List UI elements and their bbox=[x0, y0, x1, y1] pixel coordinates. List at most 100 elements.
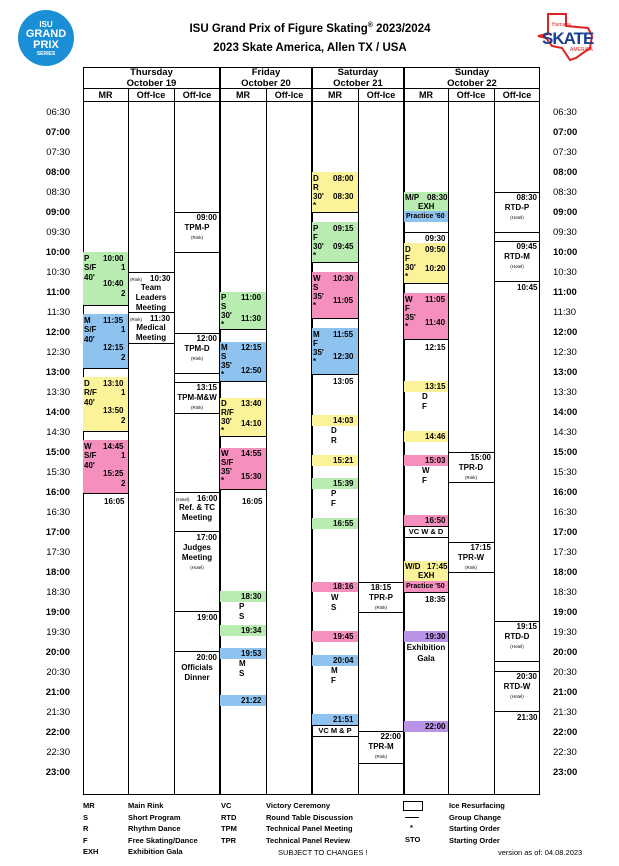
women-free-label: W F bbox=[422, 466, 430, 486]
dance-rhythm-label: D R bbox=[331, 426, 337, 446]
event-label: TPM-M&W bbox=[177, 393, 217, 402]
event-code: F bbox=[313, 339, 318, 348]
legend-label: Rhythm Dance bbox=[128, 824, 181, 833]
col-divider bbox=[494, 89, 495, 795]
event-code: M bbox=[313, 330, 320, 339]
time-label-left: 12:30 bbox=[46, 347, 70, 358]
time-label-right: 22:30 bbox=[553, 747, 577, 758]
col-header: MR bbox=[312, 89, 358, 102]
time-label-left: 16:00 bbox=[45, 487, 70, 498]
event-time: 11:35 bbox=[103, 316, 124, 325]
skate-america-logo: Humana SKATE AMERICA bbox=[532, 12, 612, 62]
ice-resurfacing-line bbox=[220, 381, 266, 382]
event-code: D bbox=[331, 426, 337, 435]
women-short-label: W S bbox=[331, 593, 339, 613]
ice-resurfacing-symbol bbox=[403, 801, 423, 811]
title-text: ISU Grand Prix of Figure Skating bbox=[189, 22, 368, 35]
slot-line bbox=[494, 192, 540, 193]
event-code: W bbox=[422, 466, 430, 475]
legend-code: F bbox=[83, 835, 88, 845]
col-divider bbox=[448, 89, 449, 795]
event-block-dance-rhythm: D R 30' * 08:00 08:30 bbox=[312, 172, 358, 212]
event-block-women-short: W S 35' * 10:30 11:05 bbox=[312, 272, 358, 318]
event-time: 11:55 bbox=[333, 330, 354, 339]
event-time: 13:15 bbox=[196, 383, 217, 392]
time-label-left: 10:00 bbox=[45, 247, 70, 258]
ice-resurfacing-line bbox=[312, 262, 358, 263]
event-time: 16:00 bbox=[197, 494, 218, 503]
event-label: Exhibition bbox=[406, 643, 446, 652]
time-label-left: 10:30 bbox=[46, 267, 70, 278]
legend-labels-2: Victory Ceremony Round Table Discussion … bbox=[266, 800, 353, 846]
event-label: Gala bbox=[417, 654, 435, 663]
time-label-left: 21:30 bbox=[46, 707, 70, 718]
event-code: S bbox=[331, 603, 337, 612]
slot-line bbox=[174, 212, 220, 213]
version-note: version as of: 04.08.2023 bbox=[498, 848, 583, 857]
event-time: 18:16 bbox=[333, 582, 354, 591]
event-code: W/D bbox=[405, 562, 421, 571]
event-time: 14:10 bbox=[241, 419, 262, 428]
event-label: Ref. & TC bbox=[179, 503, 215, 512]
time-label-left: 20:30 bbox=[46, 667, 70, 678]
event-code: M bbox=[221, 343, 228, 352]
rtd-pairs: 08:30 RTD-P (Hotel) bbox=[494, 193, 540, 223]
time-label-right: 15:00 bbox=[553, 447, 578, 458]
event-label: Meeting bbox=[135, 333, 167, 342]
subject-to-changes-note: SUBJECT TO CHANGES ! bbox=[278, 848, 368, 857]
time-label-left: 07:30 bbox=[46, 147, 70, 158]
tpr-women: 17:15 TPR-W (Rink) bbox=[448, 543, 494, 573]
rtd-men: 09:45 RTD-M (Hotel) bbox=[494, 242, 540, 272]
ice-resurfacing-line bbox=[404, 339, 448, 340]
starting-order-star-symbol: * bbox=[410, 823, 413, 832]
event-code: 40' bbox=[84, 273, 95, 282]
event-code: M bbox=[331, 666, 338, 675]
legend-code: EXH bbox=[83, 847, 99, 856]
time-label-right: 11:30 bbox=[553, 307, 577, 318]
event-code: 40' bbox=[84, 461, 95, 470]
event-time: 10:20 bbox=[425, 264, 446, 273]
starting-order-mark: * bbox=[313, 201, 317, 210]
day-header-thursday: Thursday October 19 bbox=[83, 67, 220, 89]
group-change-symbol bbox=[405, 817, 419, 818]
pairs-short-label: P S bbox=[239, 602, 244, 622]
legend-label: Starting Order bbox=[449, 824, 500, 833]
slot-line bbox=[174, 333, 220, 334]
event-label: RTD-D bbox=[504, 632, 530, 641]
time-label-left: 07:00 bbox=[45, 127, 70, 138]
event-block-women-short: W S/F 40' 14:45 1 15:25 2 bbox=[83, 440, 128, 493]
event-time: 10:40 bbox=[103, 279, 124, 288]
time-label-right: 18:00 bbox=[553, 567, 578, 578]
event-time: 19:34 bbox=[241, 626, 262, 635]
col-header: Off-Ice bbox=[266, 89, 312, 102]
event-time: 12:15 bbox=[103, 343, 124, 352]
event-time: 14:03 bbox=[333, 416, 354, 425]
time-label-right: 08:00 bbox=[553, 167, 578, 178]
event-code: M bbox=[239, 659, 246, 668]
group-number: 1 bbox=[121, 451, 126, 460]
group-number: 1 bbox=[121, 263, 126, 272]
col-header: Off-Ice bbox=[128, 89, 174, 102]
time-label-right: 21:00 bbox=[553, 687, 578, 698]
event-code: P bbox=[84, 254, 90, 263]
officials-dinner: 20:00 Officials Dinner bbox=[174, 653, 220, 683]
time-label-left: 15:30 bbox=[46, 467, 70, 478]
time-label-right: 19:00 bbox=[553, 607, 578, 618]
legend-label: Group Change bbox=[449, 812, 502, 822]
event-label: RTD-P bbox=[504, 203, 530, 212]
event-time: 10:30 bbox=[150, 274, 171, 283]
slot-line bbox=[174, 531, 220, 532]
texas-outline-icon bbox=[537, 13, 594, 62]
event-code: S/F bbox=[221, 458, 234, 467]
time-label-left: 13:00 bbox=[45, 367, 70, 378]
time-label-left: 14:00 bbox=[45, 407, 70, 418]
event-time: 13:50 bbox=[103, 406, 124, 415]
ice-resurfacing-line bbox=[83, 305, 128, 306]
event-code: D bbox=[84, 379, 90, 388]
col-divider bbox=[128, 89, 129, 795]
event-code: 30' bbox=[313, 192, 324, 201]
time-label-right: 07:00 bbox=[553, 127, 578, 138]
time-label-left: 20:00 bbox=[45, 647, 70, 658]
slot-line bbox=[174, 382, 220, 383]
judges-meeting: 17:00 Judges Meeting (Hotel) bbox=[174, 533, 220, 573]
